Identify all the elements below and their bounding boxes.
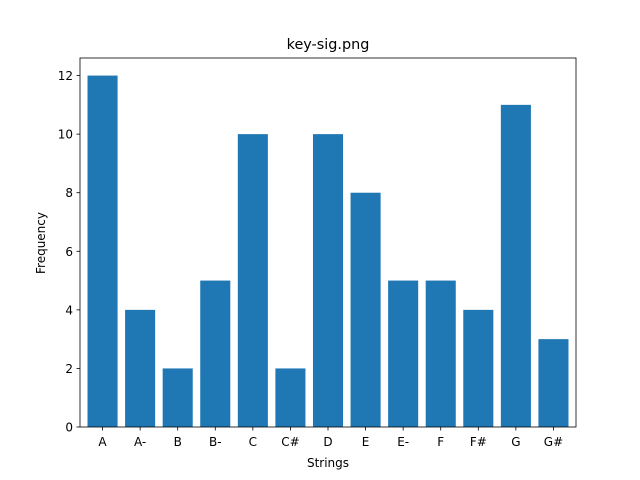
x-tick-label-A-: A- [134, 435, 146, 449]
x-tick-label-F#: F# [470, 435, 487, 449]
x-tick-label-E: E [362, 435, 370, 449]
y-tick-label-4: 4 [65, 303, 73, 317]
bar-D [312, 134, 344, 427]
y-axis-label: Frequency [34, 212, 48, 274]
bar-E- [388, 280, 419, 427]
x-tick-label-C: C [249, 435, 257, 449]
bar-A- [125, 309, 156, 427]
bar-B [162, 368, 193, 427]
bar-C [237, 134, 268, 427]
x-tick-label-A: A [98, 435, 107, 449]
y-tick-label-8: 8 [65, 186, 73, 200]
bar-G# [538, 339, 569, 427]
x-tick-label-B: B [174, 435, 182, 449]
bars-layer [87, 75, 569, 428]
bar-F# [463, 309, 494, 427]
x-tick-label-C#: C# [281, 435, 299, 449]
bar-F [425, 280, 456, 427]
y-tick-label-12: 12 [58, 69, 73, 83]
x-tick-label-E-: E- [397, 435, 409, 449]
axes-layer: A A- B B- C C# D E E- F F# G G# 0 2 4 6 8 10 12 [58, 57, 577, 449]
x-tick-label-G: G [511, 435, 520, 449]
y-tick-label-2: 2 [65, 362, 73, 376]
bar-E [350, 192, 381, 427]
y-tick-label-0: 0 [65, 421, 73, 435]
bar-A [87, 75, 118, 427]
chart-title: key-sig.png [287, 37, 370, 53]
x-tick-label-D: D [323, 435, 332, 449]
bar-G [500, 104, 531, 428]
x-tick-label-F: F [437, 435, 444, 449]
x-tick-label-B-: B- [209, 435, 222, 449]
y-tick-label-6: 6 [65, 245, 73, 259]
x-axis-label: Strings [307, 456, 349, 470]
bar-B- [200, 280, 231, 427]
x-tick-label-G#: G# [544, 435, 563, 449]
y-tick-label-10: 10 [58, 128, 73, 142]
bar-C# [275, 368, 306, 427]
